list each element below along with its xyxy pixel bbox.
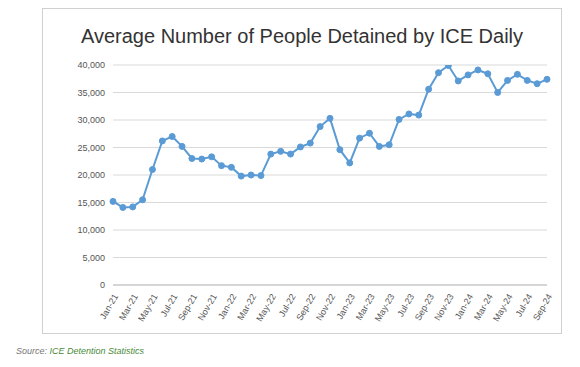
svg-text:Sep-23: Sep-23 xyxy=(412,292,436,323)
svg-text:30,000: 30,000 xyxy=(77,115,105,125)
svg-text:Jan-22: Jan-22 xyxy=(216,292,239,321)
svg-text:May-24: May-24 xyxy=(491,292,515,323)
svg-text:Jul-23: Jul-23 xyxy=(395,292,416,318)
svg-text:Mar-22: Mar-22 xyxy=(235,292,259,322)
svg-text:0: 0 xyxy=(100,280,105,290)
svg-text:Nov-23: Nov-23 xyxy=(432,292,455,322)
html-text:Source: ICE Detention Statisti: Source: ICE Detention Statistics xyxy=(16,346,145,356)
svg-text:Sep-22: Sep-22 xyxy=(294,292,318,323)
svg-text:Mar-23: Mar-23 xyxy=(353,292,377,322)
svg-text:Nov-21: Nov-21 xyxy=(196,292,219,322)
svg-text:20,000: 20,000 xyxy=(77,170,105,180)
svg-text:Sep-24: Sep-24 xyxy=(531,292,554,322)
svg-text:Sep-21: Sep-21 xyxy=(176,292,200,323)
svg-text:Nov-22: Nov-22 xyxy=(314,292,337,322)
svg-text:Jul-24: Jul-24 xyxy=(514,292,535,318)
svg-text:Mar-24: Mar-24 xyxy=(472,292,496,322)
svg-text:May-21: May-21 xyxy=(136,292,160,323)
svg-text:Mar-21: Mar-21 xyxy=(117,292,140,322)
svg-text:10,000: 10,000 xyxy=(77,225,105,235)
svg-text:5,000: 5,000 xyxy=(82,253,105,263)
svg-text:40,000: 40,000 xyxy=(77,60,105,70)
svg-text:25,000: 25,000 xyxy=(77,143,105,153)
svg-text:Jul-21: Jul-21 xyxy=(159,292,180,318)
html-text:Average Number of People Detai: Average Number of People Detained by ICE… xyxy=(81,25,523,47)
svg-text:Jan-24: Jan-24 xyxy=(452,292,476,321)
svg-text:May-22: May-22 xyxy=(254,292,278,323)
svg-text:35,000: 35,000 xyxy=(77,88,105,98)
svg-text:May-23: May-23 xyxy=(373,292,397,323)
svg-text:15,000: 15,000 xyxy=(77,198,105,208)
svg-text:Jan-23: Jan-23 xyxy=(334,292,357,321)
svg-text:Jul-22: Jul-22 xyxy=(277,292,298,318)
svg-text:Jan-21: Jan-21 xyxy=(97,292,121,321)
